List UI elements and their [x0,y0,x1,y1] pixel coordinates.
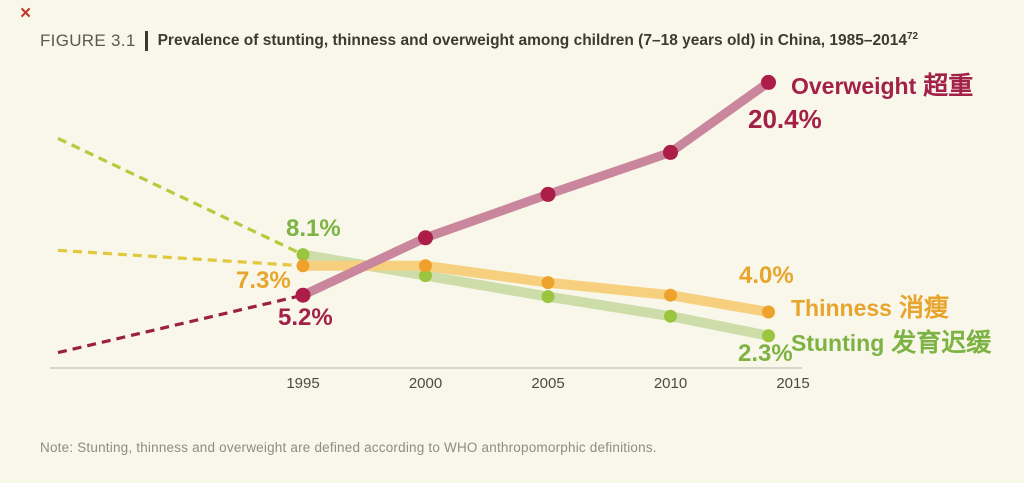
footnote: Note: Stunting, thinness and overweight … [40,440,657,455]
series-dash-thinness [57,248,304,268]
series-dash-stunting [57,136,304,257]
x-axis: 1995 2000 2005 2010 2015 [0,375,1024,395]
legend-overweight: Overweight 超重 [791,66,973,102]
legend-thinness-en: Thinness [791,295,892,321]
close-icon[interactable]: × [20,3,32,24]
thinness-end-value: 4.0% [739,262,794,289]
series-dot-stunting [296,248,310,262]
figure-title: Prevalence of stunting, thinness and ove… [157,31,919,50]
x-axis-label: 1995 [286,375,320,392]
series-dot-stunting [419,269,432,283]
series-dot-overweight [761,74,776,90]
series-band-thinness [298,260,774,317]
x-axis-label: 2010 [653,375,688,392]
overweight-end-value: 20.4% [748,104,822,134]
figure-label: FIGURE 3.1 [40,31,136,50]
x-axis-label: 2000 [408,375,443,392]
series-dash-overweight [57,293,304,355]
legend-overweight-en: Overweight [791,73,917,99]
legend-thinness: Thinness 消瘦 [791,288,949,324]
title-separator-bar [144,31,148,51]
series-dot-thinness [664,288,677,302]
series-dot-overweight [418,230,433,246]
legend-stunting: Stunting 发育迟缓 [791,323,991,359]
x-axis-label: 2005 [531,375,565,392]
stunting-start-value: 8.1% [286,215,341,242]
x-axis-label: 2015 [776,375,810,392]
legend-thinness-zh: 消瘦 [898,294,949,322]
footnote-reference: 72 [907,31,919,43]
series-band-overweight [298,77,773,300]
series-dot-stunting [762,329,775,343]
overweight-start-value: 5.2% [278,304,333,331]
stunting-end-value: 2.3% [738,340,793,367]
series-dot-thinness [419,259,432,273]
series-dot-thinness [541,276,555,290]
legend-overweight-zh: 超重 [923,72,974,100]
series-dot-overweight [663,144,678,160]
series-dot-stunting [664,309,677,323]
legend-stunting-zh: 发育迟缓 [891,329,992,357]
series-dot-overweight [540,186,556,202]
legend-stunting-en: Stunting [791,330,885,356]
thinness-start-value: 7.3% [236,267,291,294]
series-dot-thinness [296,259,310,273]
series-dot-stunting [541,290,555,304]
figure-header: FIGURE 3.1 Prevalence of stunting, thinn… [40,31,918,51]
series-dot-overweight [295,287,311,303]
series-dot-thinness [762,305,775,319]
